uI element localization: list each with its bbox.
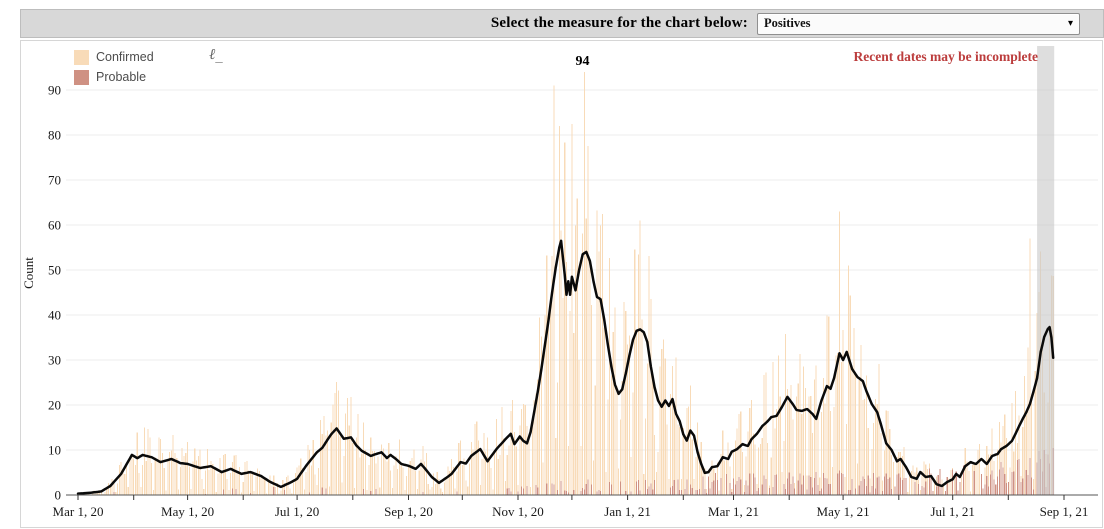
legend-label-probable: Probable — [96, 70, 147, 84]
average-line — [76, 239, 1055, 495]
chart-panel: 0 10 20 30 40 50 60 70 80 90 Count Mar 1, 20 May 1, … — [20, 40, 1103, 528]
pencil-icon: ℓ_ — [209, 45, 223, 63]
y-tick-label: 70 — [48, 173, 61, 188]
x-tick-label: Jan 1, 21 — [604, 504, 651, 519]
legend-swatch-probable — [74, 69, 89, 85]
x-tick-label: Nov 1, 20 — [492, 504, 544, 519]
confirmed-bars — [79, 72, 1054, 496]
x-tick-label: Sep 1, 21 — [1040, 504, 1089, 519]
probable-bars — [113, 447, 1054, 496]
gridlines — [66, 89, 1098, 451]
caret-down-icon: ▾ — [1067, 17, 1073, 29]
y-axis: 0 10 20 30 40 50 60 70 80 90 Count — [21, 83, 61, 503]
y-axis-title: Count — [21, 257, 36, 289]
x-tick-label: Sep 1, 20 — [384, 504, 433, 519]
x-tick-label: Jul 1, 21 — [930, 504, 974, 519]
chart-legend: Confirmed Probable — [74, 47, 154, 87]
x-tick-label: Mar 1, 21 — [708, 504, 759, 519]
legend-item-confirmed[interactable]: Confirmed — [74, 47, 154, 67]
incomplete-band — [1037, 46, 1055, 495]
peak-label: 94 — [576, 54, 590, 69]
y-tick-label: 0 — [55, 488, 62, 503]
x-axis: Mar 1, 20 May 1, 20 Jul 1, 20 Sep 1, 20 Nov … — [53, 495, 1089, 519]
y-tick-label: 20 — [48, 398, 61, 413]
measure-select-value: Positives — [764, 16, 811, 30]
y-tick-label: 40 — [48, 308, 61, 323]
y-tick-label: 60 — [48, 218, 61, 233]
x-tick-label: Mar 1, 20 — [53, 504, 104, 519]
legend-item-probable[interactable]: Probable — [74, 67, 154, 87]
measure-control-bar: Select the measure for the chart below: … — [20, 9, 1104, 38]
measure-select-label: Select the measure for the chart below: — [490, 15, 748, 31]
y-tick-label: 50 — [48, 263, 61, 278]
legend-swatch-confirmed — [74, 49, 89, 65]
x-tick-label: May 1, 20 — [161, 504, 214, 519]
x-tick-label: May 1, 21 — [817, 504, 870, 519]
measure-select[interactable]: Positives ▾ — [757, 12, 1080, 35]
y-tick-label: 90 — [48, 83, 61, 98]
incomplete-data-warning: Recent dates may be incomplete — [853, 49, 1038, 64]
x-tick-label: Jul 1, 20 — [275, 504, 319, 519]
y-tick-label: 80 — [48, 128, 61, 143]
y-tick-label: 30 — [48, 353, 61, 368]
y-tick-label: 10 — [48, 443, 61, 458]
legend-label-confirmed: Confirmed — [96, 50, 154, 64]
